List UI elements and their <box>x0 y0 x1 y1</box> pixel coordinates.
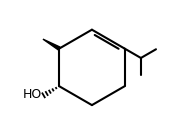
Text: HO: HO <box>23 88 42 101</box>
Polygon shape <box>43 39 60 50</box>
